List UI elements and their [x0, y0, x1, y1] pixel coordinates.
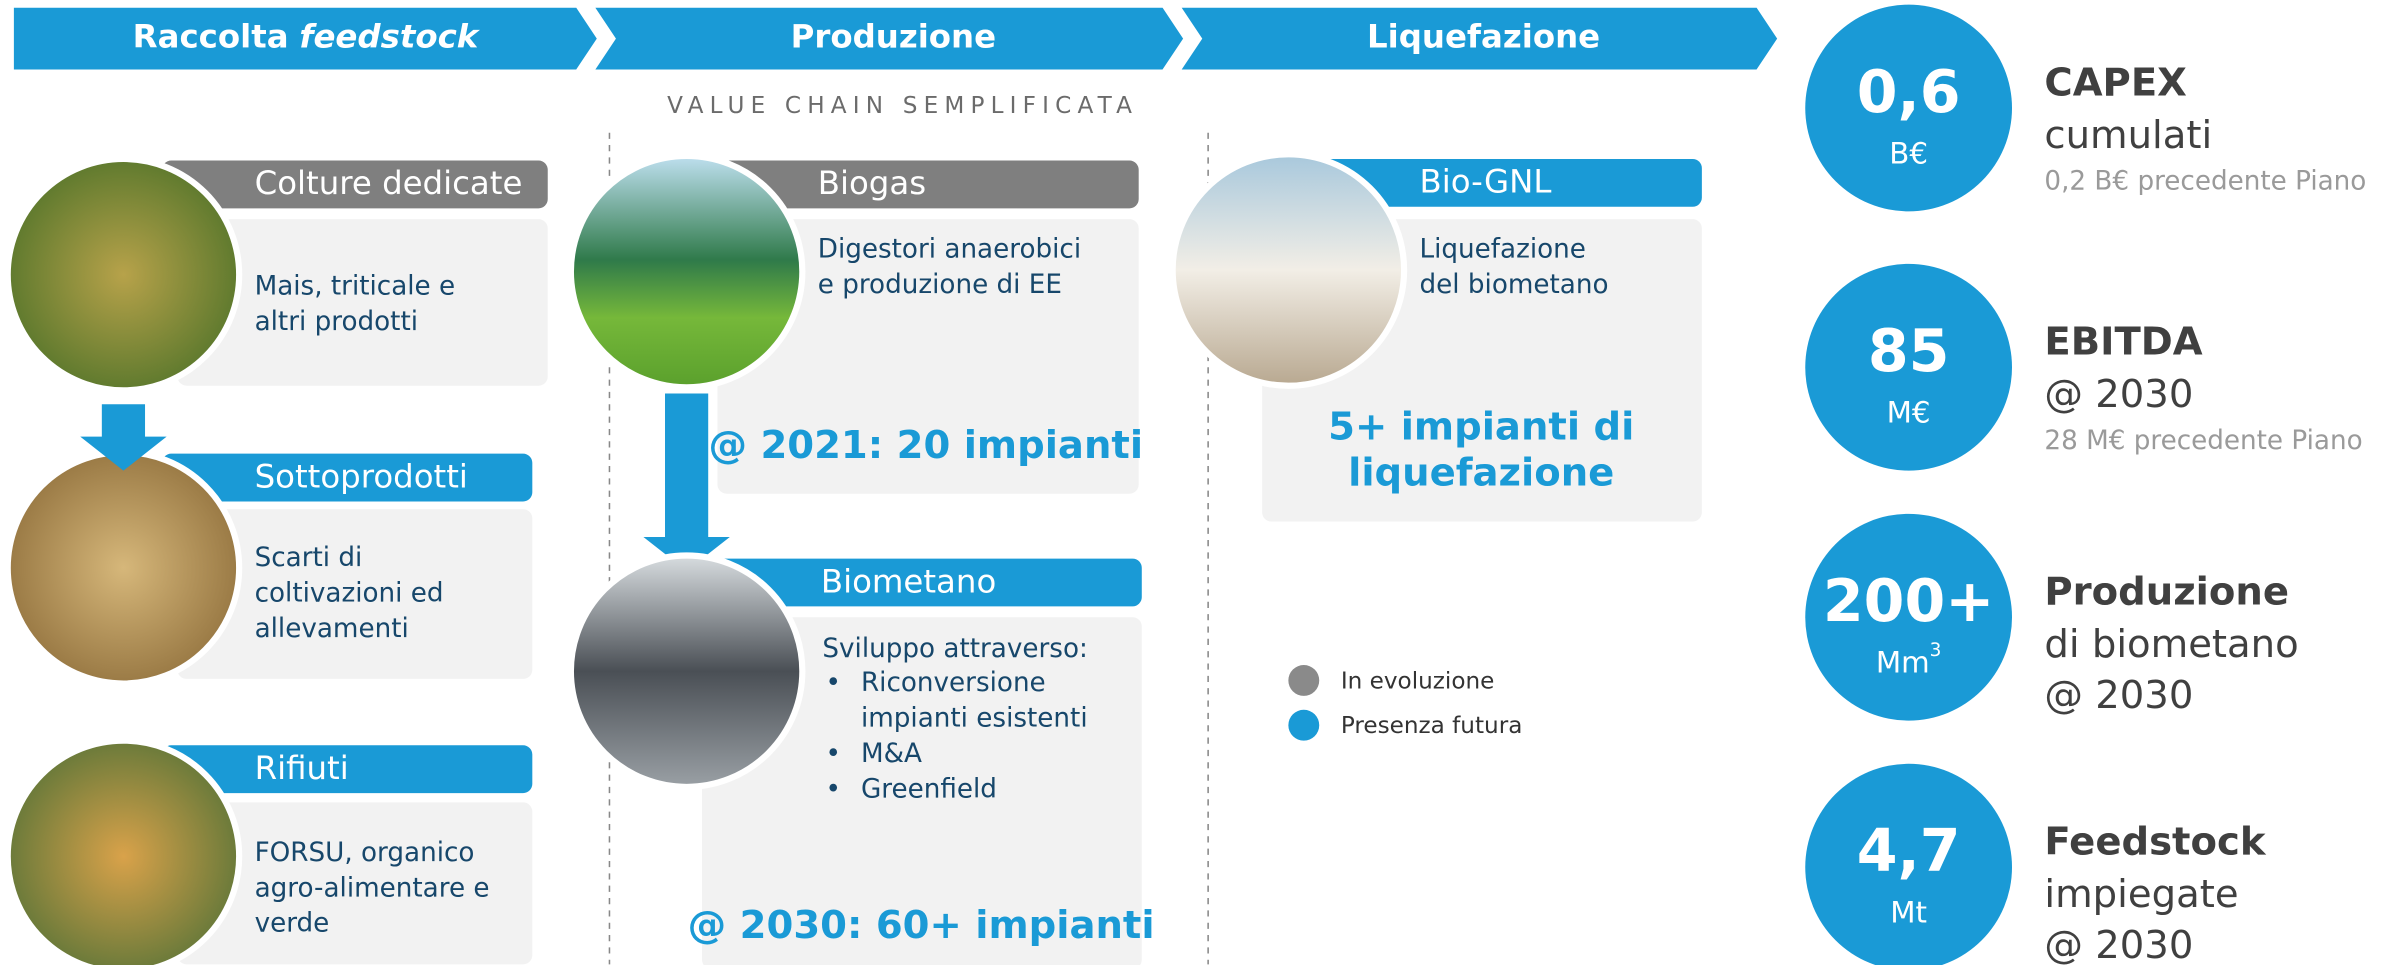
header-text: Raccolta	[133, 18, 289, 56]
bullet-text: Greenfield	[861, 775, 997, 805]
card-title: Sottoprodotti	[255, 457, 468, 495]
card-line: altri prodotti	[255, 307, 418, 337]
kpi-line: @ 2030	[2044, 372, 2193, 417]
header-text: Produzione	[791, 18, 996, 56]
photo	[1173, 154, 1404, 385]
arrow-down	[643, 393, 729, 570]
legend-label: In evoluzione	[1341, 669, 1495, 695]
content: Raccolta feedstock Produzione Liquefazione V…	[8, 5, 2367, 965]
bullet: •	[825, 775, 840, 805]
kpi-value: 4,7	[1857, 817, 1961, 885]
kpi-value: 85	[1868, 317, 1950, 385]
photo	[571, 156, 802, 387]
photo	[571, 555, 802, 786]
kpi-line: @ 2030	[2044, 923, 2193, 965]
card-line: Mais, triticale e	[255, 272, 456, 302]
kpi-note: 0,2 B€ precedente Piano	[2044, 167, 2366, 197]
card-line: Scarti di	[255, 543, 363, 573]
photo	[8, 452, 239, 683]
kpi-value: 200+	[1823, 567, 1994, 635]
kpi-unit: B€	[1889, 136, 1928, 170]
bullet-text: Riconversione	[861, 668, 1046, 698]
bullet-text: M&A	[861, 739, 922, 769]
highlight: @ 2030: 60+ impianti	[688, 903, 1155, 948]
card-line: Sviluppo attraverso:	[822, 634, 1087, 664]
kpi-note: 28 M€ precedente Piano	[2044, 426, 2362, 456]
kpi-unit: M€	[1887, 395, 1931, 429]
kpi-line: impiegate	[2044, 872, 2238, 917]
card-line: coltivazioni ed	[255, 579, 444, 609]
card-title: Bio-GNL	[1420, 163, 1552, 201]
kpi-unit-text: B€	[1889, 136, 1928, 170]
header-label: Produzione	[791, 18, 996, 56]
kpi-title: Produzione	[2044, 570, 2289, 615]
kpi-line: di biometano	[2044, 622, 2298, 667]
header-label: Raccolta feedstock	[133, 18, 481, 56]
bullet-text: impianti esistenti	[861, 704, 1088, 734]
card-line: e produzione di EE	[818, 270, 1062, 300]
bullet: •	[825, 668, 840, 698]
card-title: Rifiuti	[255, 749, 349, 787]
card-title: Colture dedicate	[255, 164, 523, 202]
kpi-line: cumulati	[2044, 113, 2212, 158]
legend-label: Presenza futura	[1341, 713, 1523, 739]
highlight: @ 2021: 20 impianti	[708, 423, 1143, 468]
card-title: Biometano	[821, 562, 996, 600]
card-line: Liquefazione	[1420, 234, 1586, 264]
photo	[8, 159, 239, 390]
highlight: 5+ impianti di	[1328, 404, 1634, 449]
kpi-unit-sup: 3	[1930, 640, 1942, 661]
card-line: del biometano	[1420, 270, 1609, 300]
card-line: verde	[255, 909, 330, 939]
kpi-unit-text: Mt	[1890, 895, 1927, 929]
header-em: feedstock	[299, 18, 480, 56]
kpi-value: 0,6	[1857, 58, 1961, 126]
kpi-unit-text: M€	[1887, 395, 1931, 429]
kpi-title: CAPEX	[2044, 60, 2186, 105]
slide: Raccolta feedstock Produzione Liquefazione V…	[0, 0, 2407, 965]
legend-dot	[1288, 710, 1319, 741]
photo	[8, 741, 239, 965]
kpi-title: EBITDA	[2044, 320, 2202, 365]
kpi-unit: Mt	[1890, 895, 1927, 929]
legend-dot	[1288, 665, 1319, 696]
card-line: allevamenti	[255, 614, 409, 644]
kpi-title: Feedstock	[2044, 820, 2266, 865]
card-title: Biogas	[818, 164, 926, 202]
card-line: Digestori anaerobici	[818, 234, 1081, 264]
header-label: Liquefazione	[1367, 18, 1600, 56]
card-line: agro-alimentare e	[255, 873, 490, 903]
kpi-line: @ 2030	[2044, 673, 2193, 718]
kpi-unit-text: Mm	[1876, 645, 1930, 679]
highlight: liquefazione	[1348, 451, 1614, 496]
subtitle: VALUE CHAIN SEMPLIFICATA	[667, 93, 1138, 119]
bullet: •	[825, 739, 840, 769]
card-line: FORSU, organico	[255, 838, 475, 868]
header-text: Liquefazione	[1367, 18, 1600, 56]
